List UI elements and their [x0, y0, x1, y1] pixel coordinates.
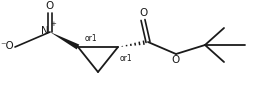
Polygon shape: [50, 32, 79, 49]
Text: O: O: [46, 1, 54, 11]
Text: or1: or1: [120, 54, 133, 63]
Text: or1: or1: [85, 34, 98, 43]
Text: O: O: [139, 8, 147, 18]
Text: N: N: [41, 26, 49, 36]
Text: ⁻O: ⁻O: [0, 41, 14, 51]
Text: O: O: [172, 55, 180, 65]
Text: +: +: [51, 21, 56, 27]
